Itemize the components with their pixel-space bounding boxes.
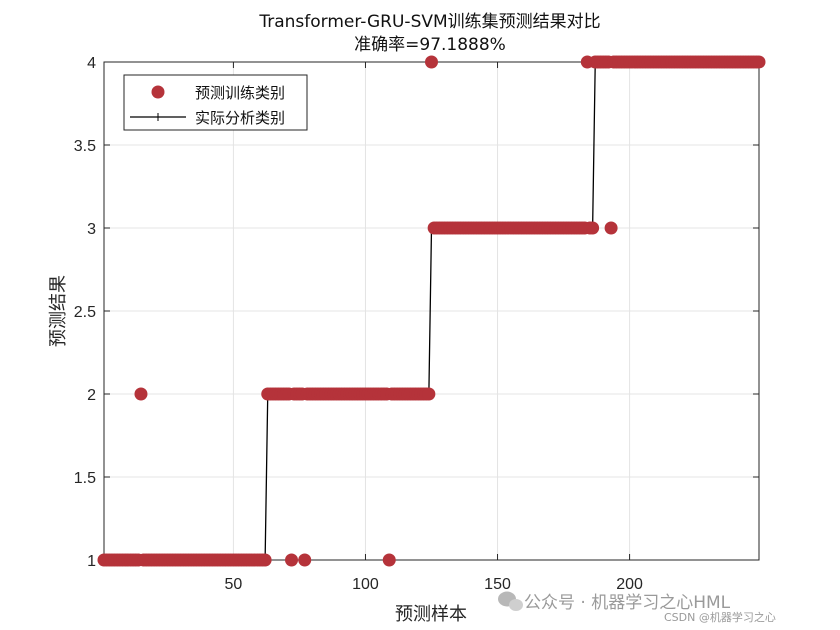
y-axis-ticks: 1 1.5 2 2.5 3 3.5 4 [74,55,759,570]
predicted-point [285,553,299,567]
predicted-point [298,553,312,567]
y-axis-label: 预测结果 [48,275,69,347]
y-tick-label: 1 [87,553,96,570]
watermark-wechat: 公众号 · 机器学习之心HML [524,593,731,613]
x-tick-label: 100 [352,576,379,593]
watermark-csdn: CSDN @机器学习之心 [664,610,776,624]
legend-label-predicted: 预测训练类别 [195,84,285,102]
y-tick-label: 4 [87,55,96,72]
legend-box [123,74,308,131]
y-tick-label: 3.5 [74,138,96,155]
x-tick-label: 150 [484,576,511,593]
predicted-point [422,387,436,401]
x-axis-ticks: 50 100 150 200 [225,62,643,593]
wechat-icon [498,591,523,611]
legend-marker-predicted [151,85,165,99]
x-tick-label: 50 [225,576,243,593]
predicted-point [134,387,148,401]
legend: 预测训练类别 实际分析类别 [123,74,308,131]
y-tick-label: 2.5 [74,304,96,321]
predicted-point [425,55,438,69]
watermark: 公众号 · 机器学习之心HML CSDN @机器学习之心 [498,591,776,624]
chart-subtitle: 准确率=97.1888% [354,35,506,55]
chart-title: Transformer-GRU-SVM训练集预测结果对比 [258,12,600,32]
predicted-point [258,553,272,567]
legend-label-actual: 实际分析类别 [195,109,285,127]
y-tick-label: 1.5 [74,470,96,487]
predicted-point [382,553,396,567]
x-tick-label: 200 [616,576,643,593]
y-tick-label: 3 [87,221,96,238]
predicted-point [586,221,600,235]
predicted-series [97,55,766,567]
x-axis-label: 预测样本 [395,604,467,625]
predicted-point [604,221,618,235]
y-tick-label: 2 [87,387,96,404]
predicted-point [752,55,766,69]
